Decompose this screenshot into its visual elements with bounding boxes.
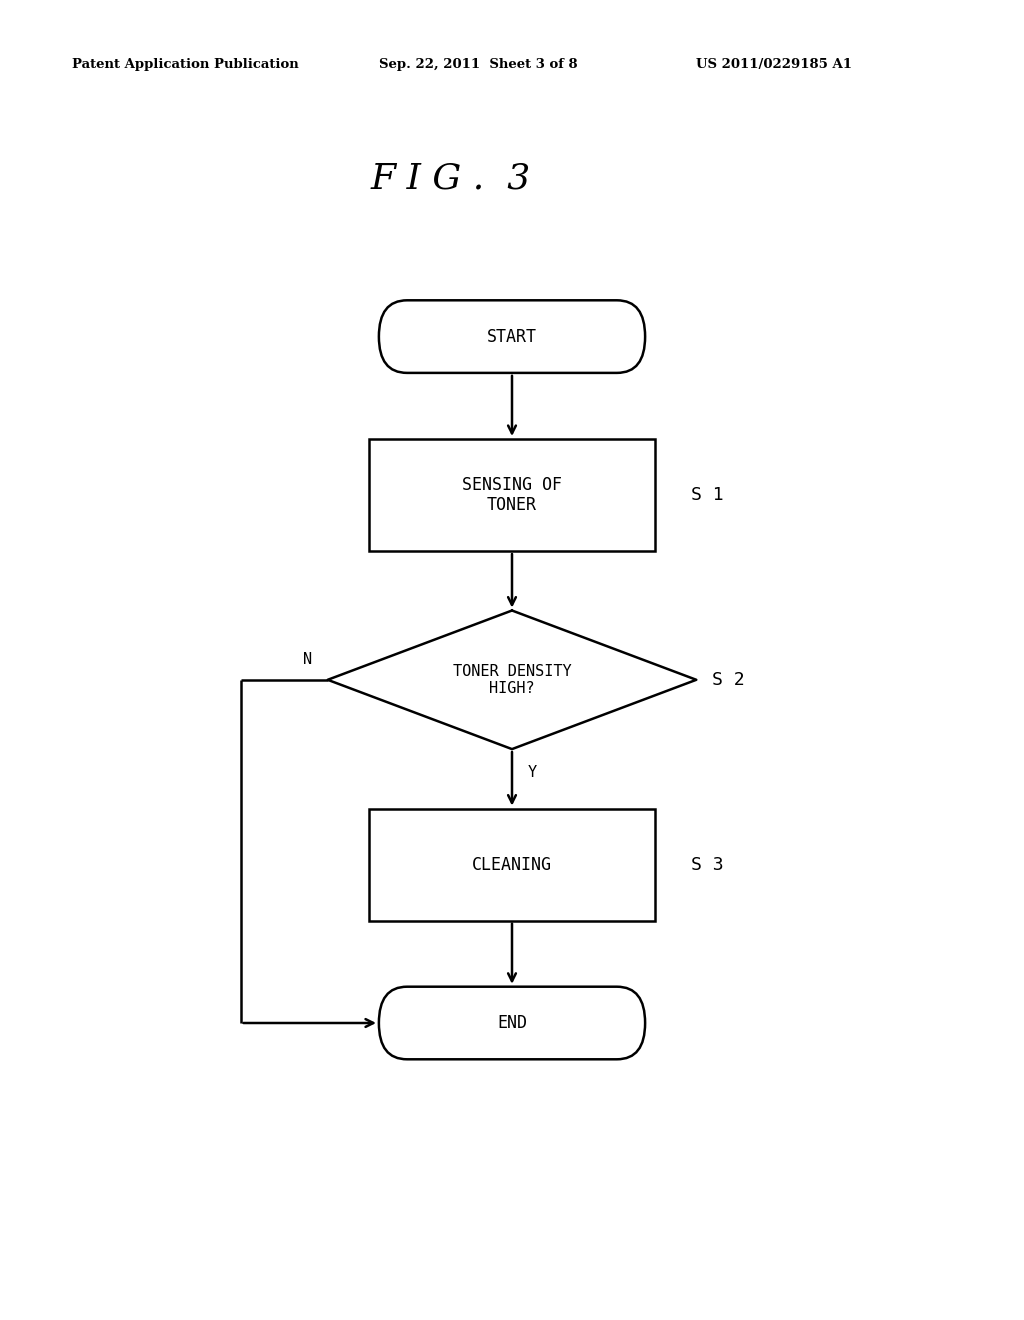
Text: CLEANING: CLEANING [472, 855, 552, 874]
Text: TONER DENSITY
HIGH?: TONER DENSITY HIGH? [453, 664, 571, 696]
Text: N: N [303, 652, 312, 668]
Text: Patent Application Publication: Patent Application Publication [72, 58, 298, 71]
FancyBboxPatch shape [379, 300, 645, 372]
Text: Sep. 22, 2011  Sheet 3 of 8: Sep. 22, 2011 Sheet 3 of 8 [379, 58, 578, 71]
Text: S 3: S 3 [691, 855, 724, 874]
Text: START: START [487, 327, 537, 346]
Text: S 1: S 1 [691, 486, 724, 504]
Text: F I G .  3: F I G . 3 [371, 161, 530, 195]
Text: S 2: S 2 [712, 671, 744, 689]
Text: SENSING OF
TONER: SENSING OF TONER [462, 475, 562, 515]
FancyBboxPatch shape [379, 987, 645, 1059]
Text: END: END [497, 1014, 527, 1032]
Polygon shape [328, 610, 696, 750]
Bar [369, 808, 655, 921]
Bar [369, 438, 655, 552]
Text: US 2011/0229185 A1: US 2011/0229185 A1 [696, 58, 852, 71]
Text: Y: Y [527, 766, 537, 780]
